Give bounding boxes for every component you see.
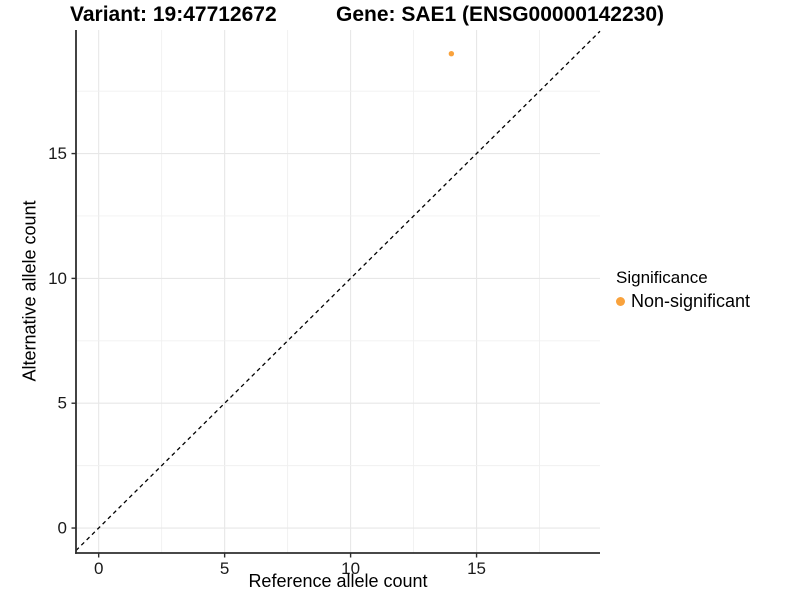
y-axis-title: Alternative allele count bbox=[19, 200, 40, 382]
point-swatch-icon bbox=[616, 297, 625, 306]
y-tick-label: 15 bbox=[48, 144, 67, 163]
y-tick-label: 0 bbox=[58, 519, 67, 538]
x-tick-label: 0 bbox=[94, 559, 103, 578]
gene-title: Gene: SAE1 (ENSG00000142230) bbox=[336, 3, 665, 26]
data-point bbox=[448, 51, 455, 57]
legend-item: Non-significant bbox=[616, 291, 750, 312]
legend-title: Significance bbox=[616, 268, 708, 287]
legend: Significance Non-significant bbox=[616, 268, 750, 312]
legend-item-label: Non-significant bbox=[631, 291, 751, 311]
identity-line bbox=[75, 30, 601, 551]
y-tick-label: 5 bbox=[58, 394, 67, 413]
x-tick-label: 5 bbox=[220, 559, 229, 578]
x-axis-title: Reference allele count bbox=[248, 571, 428, 591]
x-tick-label: 10 bbox=[341, 559, 360, 578]
x-tick-label: 15 bbox=[467, 559, 486, 578]
variant-title: Variant: 19:47712672 bbox=[70, 3, 277, 26]
y-tick-label: 10 bbox=[48, 269, 67, 288]
